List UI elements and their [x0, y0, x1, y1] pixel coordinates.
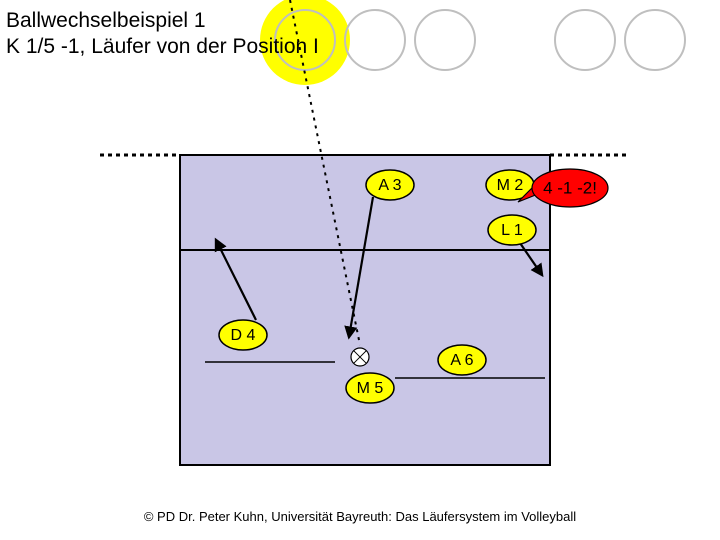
player-label-l1: L 1: [501, 222, 523, 239]
player-label-m2: M 2: [497, 177, 524, 194]
player-label-d4: D 4: [231, 327, 256, 344]
player-a6: A 6: [438, 345, 486, 375]
decor-circle: [345, 10, 405, 70]
decor-circle: [415, 10, 475, 70]
volleyball-diagram: A 3 M 2 L 1 D 4 M 5 A 6 4 -1 -2!: [0, 0, 720, 540]
player-d4: D 4: [219, 320, 267, 350]
title-line-1: Ballwechselbeispiel 1: [6, 9, 206, 32]
decor-circle: [625, 10, 685, 70]
callout-label: 4 -1 -2!: [543, 178, 597, 197]
player-l1: L 1: [488, 215, 536, 245]
page-title: Ballwechselbeispiel 1 K 1/5 -1, Läufer v…: [6, 8, 319, 61]
decor-circle: [555, 10, 615, 70]
title-line-2: K 1/5 -1, Läufer von der Position I: [6, 35, 319, 58]
court: [180, 155, 550, 465]
footer-credit: © PD Dr. Peter Kuhn, Universität Bayreut…: [0, 509, 720, 524]
player-label-a3: A 3: [378, 177, 401, 194]
player-a3: A 3: [366, 170, 414, 200]
player-label-a6: A 6: [450, 352, 473, 369]
player-label-m5: M 5: [357, 380, 384, 397]
player-m5: M 5: [346, 373, 394, 403]
